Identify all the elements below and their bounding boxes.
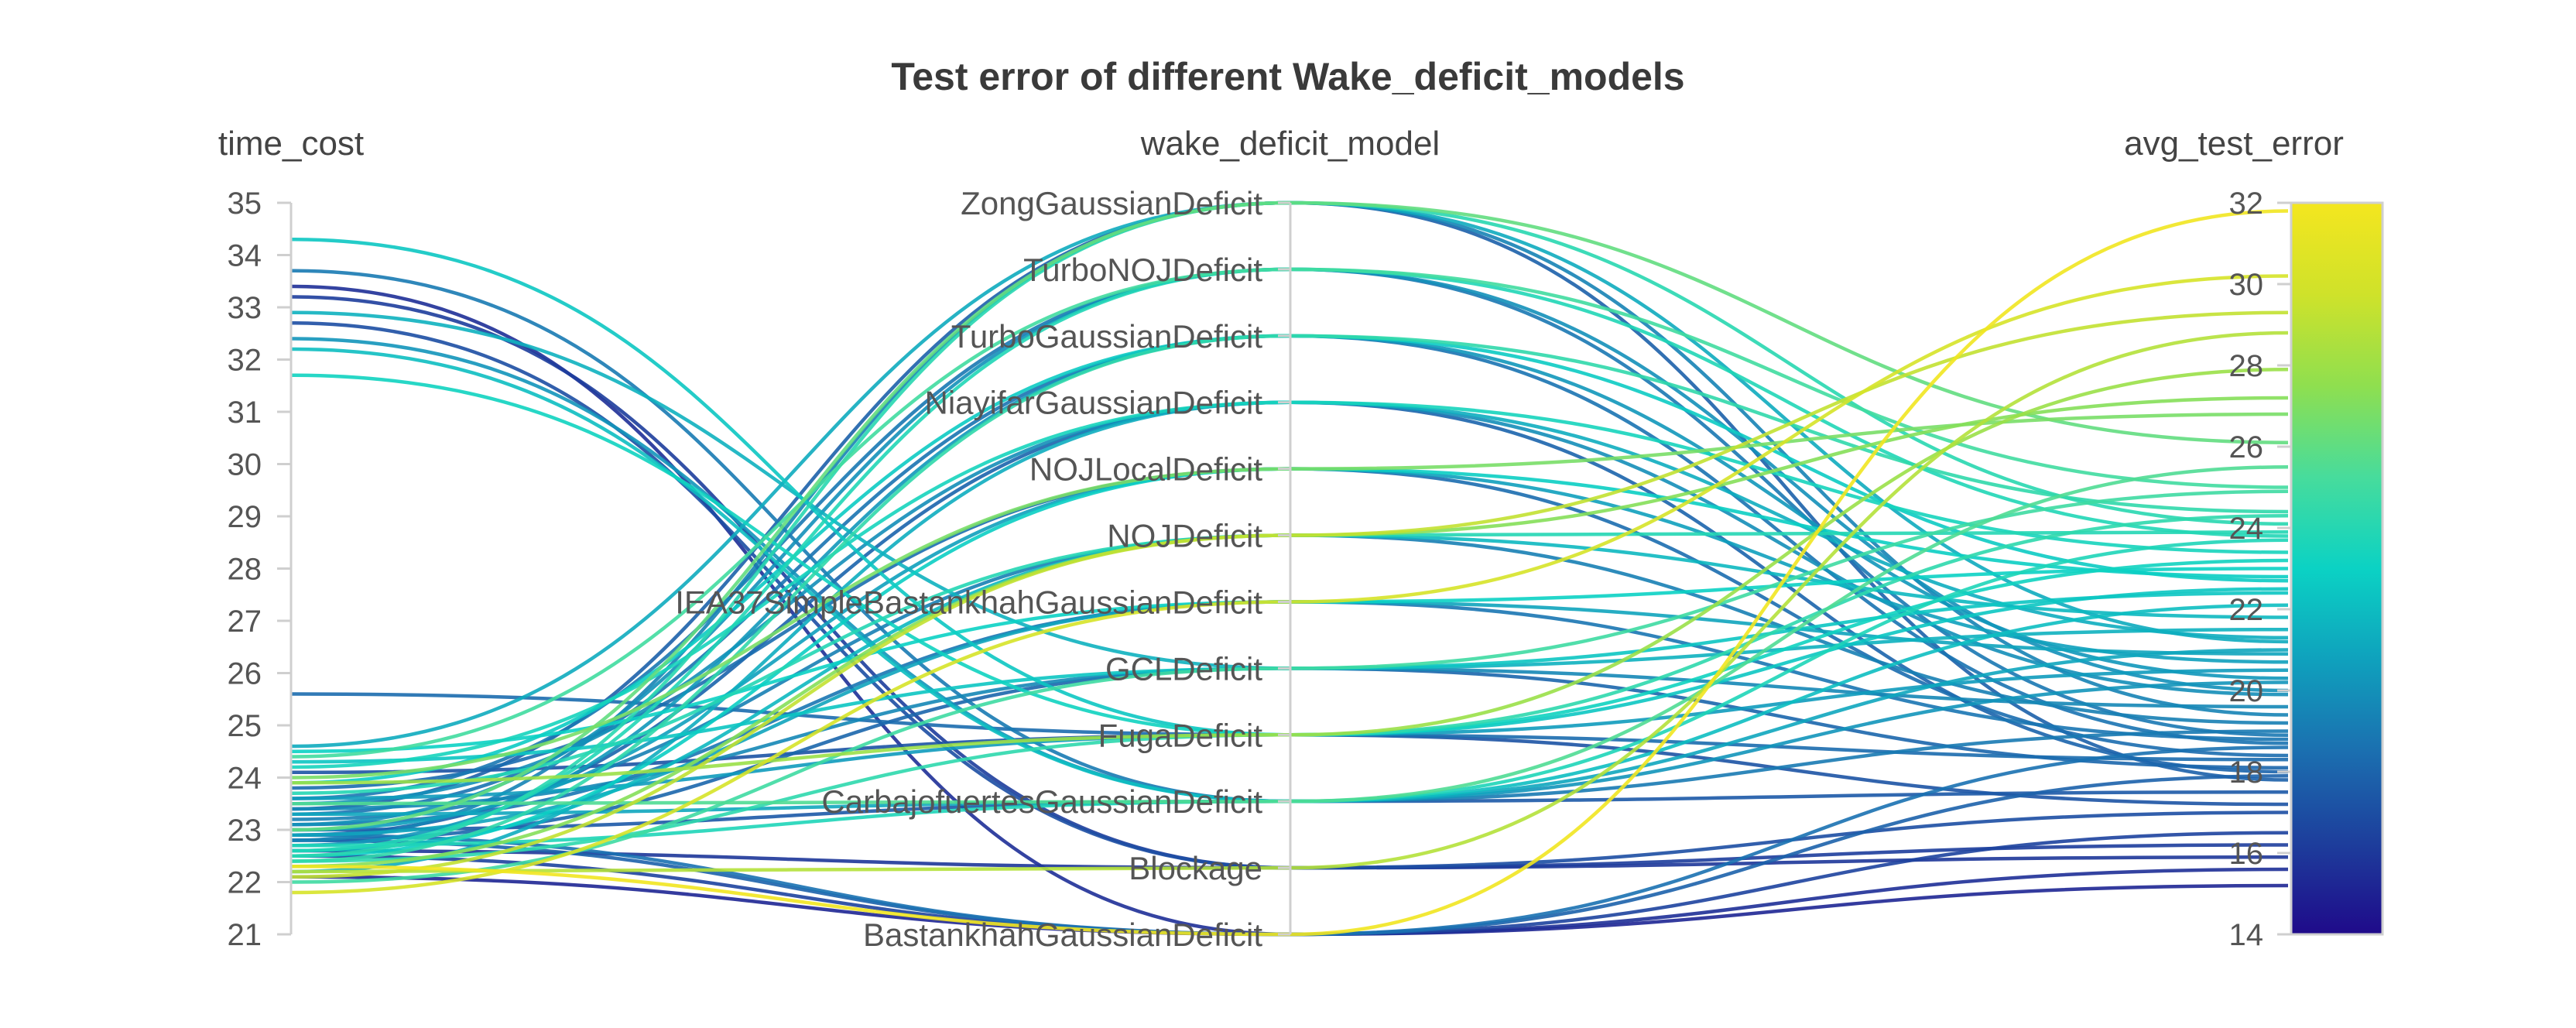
category-label: TurboGaussianDeficit [951, 318, 1263, 355]
chart-title: Test error of different Wake_deficit_mod… [891, 55, 1684, 98]
tick-label-time-cost: 28 [228, 553, 262, 587]
category-label: FugaDeficit [1098, 717, 1263, 753]
tick-label-time-cost: 30 [228, 448, 262, 482]
tick-label-time-cost: 25 [228, 709, 262, 743]
tick-label-time-cost: 33 [228, 291, 262, 325]
category-label: GCLDeficit [1105, 650, 1262, 687]
tick-label-time-cost: 22 [228, 866, 262, 900]
tick-label-time-cost: 27 [228, 605, 262, 639]
polyline-32 [290, 310, 2289, 670]
tick-label-avg-test-error: 16 [2229, 837, 2264, 871]
category-label: ZongGaussianDeficit [961, 185, 1262, 221]
polyline-58 [290, 209, 2289, 937]
tick-label-avg-test-error: 30 [2229, 268, 2264, 302]
colorbar [2290, 201, 2384, 936]
tick-label-avg-test-error: 18 [2229, 756, 2264, 790]
category-label: NOJDeficit [1107, 518, 1262, 554]
tick-label-time-cost: 23 [228, 814, 262, 848]
tick-label-avg-test-error: 22 [2229, 593, 2264, 627]
tick-label-avg-test-error: 20 [2229, 674, 2264, 708]
polyline-50 [290, 465, 2289, 806]
tick-label-time-cost: 35 [228, 187, 262, 221]
tick-label-time-cost: 21 [228, 918, 262, 952]
polyline-47 [290, 334, 2289, 863]
polyline-1 [290, 284, 2289, 937]
polyline-52 [290, 412, 2289, 780]
category-label: CarbajofuertesGaussianDeficit [821, 783, 1262, 820]
axis-title-avg-test-error: avg_test_error [2124, 125, 2344, 163]
axis-title-wake-deficit-model: wake_deficit_model [1140, 125, 1440, 163]
category-label: IEA37SimpleBastankhahGaussianDeficit [675, 584, 1262, 620]
tick-label-time-cost: 24 [228, 762, 262, 796]
axes-layer: time_cost wake_deficit_model avg_test_erro… [218, 125, 2384, 953]
polyline-55 [290, 331, 2289, 874]
tick-label-time-cost: 29 [228, 500, 262, 534]
category-label: Blockage [1129, 850, 1262, 886]
tick-label-avg-test-error: 26 [2229, 430, 2264, 464]
tick-label-time-cost: 34 [228, 239, 262, 273]
tick-label-time-cost: 31 [228, 396, 262, 430]
tick-label-time-cost: 32 [228, 344, 262, 378]
category-label: NOJLocalDeficit [1029, 451, 1262, 488]
tick-label-avg-test-error: 32 [2229, 187, 2264, 221]
tick-label-avg-test-error: 14 [2229, 918, 2264, 952]
axis-title-time-cost: time_cost [218, 125, 364, 163]
category-label: TurboNOJDeficit [1023, 252, 1262, 288]
tick-label-avg-test-error: 24 [2229, 512, 2264, 546]
category-label: BastankhahGaussianDeficit [863, 917, 1262, 953]
tick-label-time-cost: 26 [228, 657, 262, 691]
tick-label-avg-test-error: 28 [2229, 349, 2264, 383]
category-label: NiayifarGaussianDeficit [925, 385, 1263, 421]
